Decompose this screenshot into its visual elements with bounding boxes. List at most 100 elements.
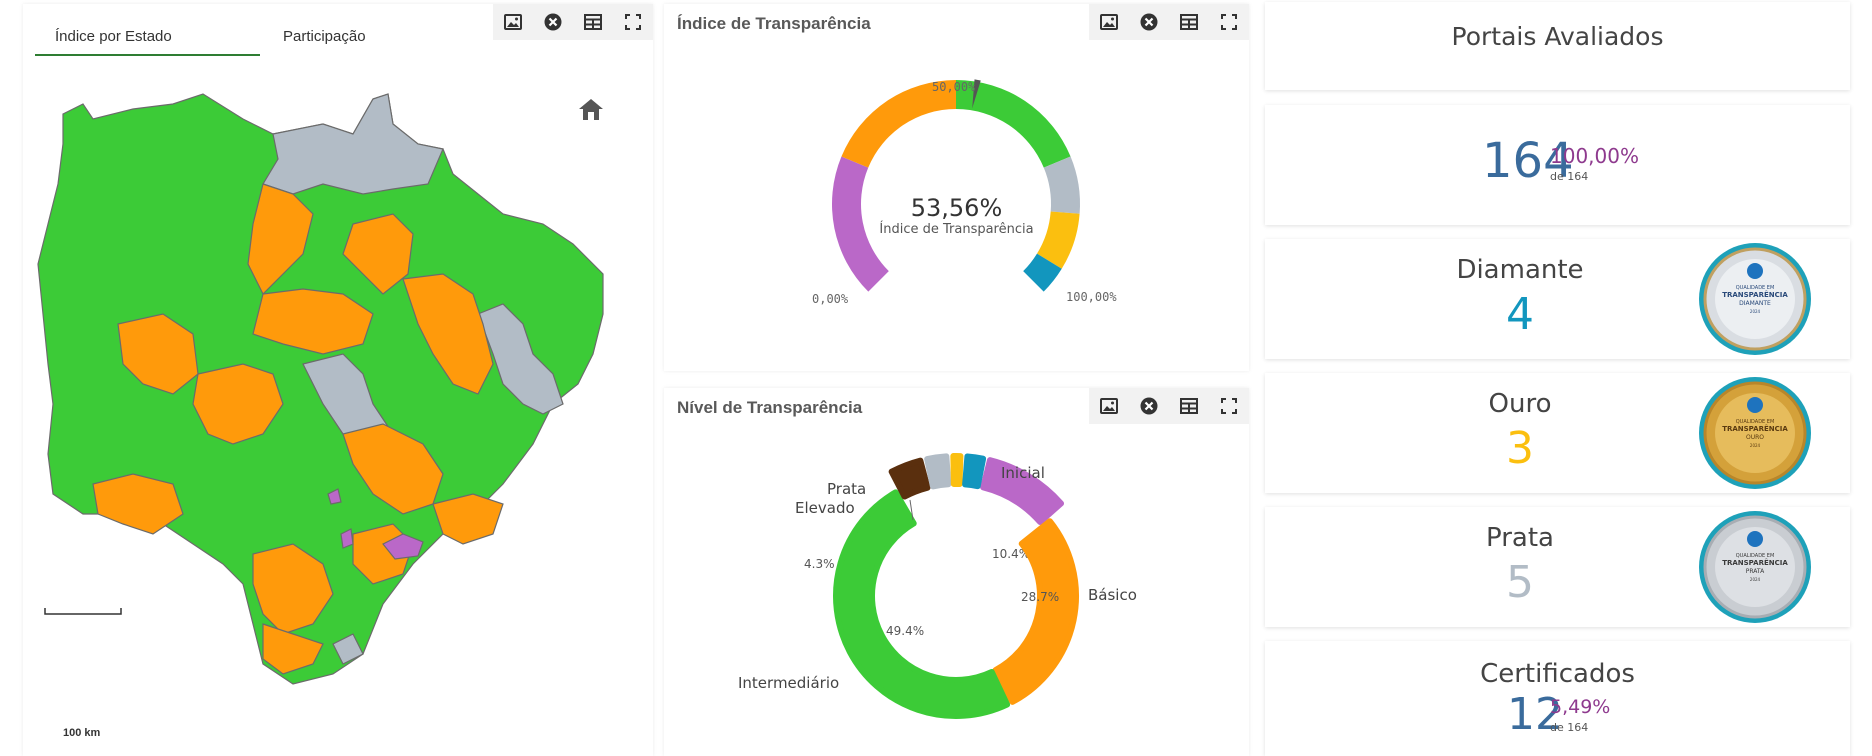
fullscreen-button[interactable] (1209, 388, 1249, 424)
gauge-band (841, 80, 956, 168)
donut-slice[interactable] (980, 457, 1065, 525)
svg-text:TRANSPARÊNCIA: TRANSPARÊNCIA (1722, 424, 1788, 433)
map-region (117, 313, 199, 395)
clear-selection-button[interactable] (533, 4, 573, 40)
kpi-certificados-percent: 5,49% (1550, 696, 1611, 718)
slice-value-label: 4.3% (804, 557, 835, 571)
donut-slice[interactable] (992, 518, 1079, 705)
kpi-prata-card[interactable]: Prata 5 QUALIDADE EM TRANSPARÊNCIA PRATA… (1265, 507, 1850, 627)
image-icon (1100, 14, 1118, 30)
data-table-button[interactable] (1169, 4, 1209, 40)
gauge-band (832, 156, 889, 292)
kpi-header: Portais Avaliados (1451, 22, 1664, 51)
table-icon (1180, 398, 1198, 414)
kpi-certificados-label: Certificados (1480, 659, 1635, 689)
kpi-certificados-value: 12 (1507, 689, 1563, 740)
fullscreen-button[interactable] (1209, 4, 1249, 40)
image-icon (1100, 398, 1118, 414)
map-region (92, 473, 184, 535)
donut-chart[interactable]: Inicial 10.4% Básico 28.7% Intermediário 49.4… (664, 388, 1249, 756)
svg-text:2024: 2024 (1750, 577, 1761, 582)
fullscreen-icon (1221, 14, 1237, 30)
kpi-diamante-label: Diamante (1456, 255, 1584, 285)
kpi-ouro-card[interactable]: Ouro 3 QUALIDADE EM TRANSPARÊNCIA OURO 2… (1265, 373, 1850, 493)
donut-slice[interactable] (924, 453, 952, 490)
kpi-header-card: Portais Avaliados (1265, 2, 1850, 90)
svg-text:DIAMANTE: DIAMANTE (1739, 300, 1771, 307)
slice-name-label: Básico (1088, 586, 1137, 604)
scale-bar (44, 608, 122, 615)
medal-ouro-icon: QUALIDADE EM TRANSPARÊNCIA OURO 2024 (1697, 375, 1813, 491)
map-region (252, 288, 374, 355)
clear-selection-button[interactable] (1129, 4, 1169, 40)
home-icon (579, 99, 603, 120)
map-region (477, 303, 564, 415)
close-circle-icon (1140, 397, 1158, 415)
snapshot-button[interactable] (493, 4, 533, 40)
svg-text:QUALIDADE EM: QUALIDADE EM (1736, 285, 1775, 291)
kpi-diamante-card[interactable]: Diamante 4 QUALIDADE EM TRANSPARÊNCIA DI… (1265, 239, 1850, 359)
donut-toolbar (1089, 388, 1249, 424)
table-icon (584, 14, 602, 30)
table-icon (1180, 14, 1198, 30)
gauge-panel: Índice de Transparência 53,56% Índice de… (664, 4, 1249, 371)
map-region (340, 528, 354, 549)
fullscreen-icon (1221, 398, 1237, 414)
data-table-button[interactable] (573, 4, 613, 40)
map-region (432, 493, 504, 545)
kpi-certificados-card[interactable]: Certificados 12 5,49% de 164 (1265, 641, 1850, 756)
slice-name-label: Inicial (1001, 464, 1045, 482)
gauge-label-min: 0,00% (812, 292, 849, 306)
svg-text:OURO: OURO (1746, 434, 1764, 441)
svg-text:TRANSPARÊNCIA: TRANSPARÊNCIA (1722, 290, 1788, 299)
donut-slice[interactable] (833, 489, 1011, 719)
medal-prata-icon: QUALIDADE EM TRANSPARÊNCIA PRATA 2024 (1697, 509, 1813, 625)
kpi-total-of: de 164 (1550, 170, 1589, 183)
donut-slice[interactable] (962, 453, 987, 490)
snapshot-button[interactable] (1089, 388, 1129, 424)
svg-text:PRATA: PRATA (1746, 568, 1765, 575)
map-region (247, 183, 314, 296)
snapshot-button[interactable] (1089, 4, 1129, 40)
home-button[interactable] (578, 97, 606, 125)
svg-text:QUALIDADE EM: QUALIDADE EM (1736, 553, 1775, 559)
map-region (382, 533, 424, 560)
slice-name-label: Intermediário (738, 674, 839, 692)
tab-participacao[interactable]: Participação (273, 18, 433, 56)
gauge-chart (832, 79, 1080, 292)
kpi-total-percent: 100,00% (1550, 144, 1639, 168)
fullscreen-button[interactable] (613, 4, 653, 40)
state-map[interactable] (23, 64, 653, 704)
gauge-label-mid: 50,00% (932, 80, 976, 94)
leader-line (909, 499, 914, 521)
donut-slice[interactable] (888, 457, 931, 500)
close-circle-icon (544, 13, 562, 31)
map-region (342, 213, 414, 295)
slice-value-label: 49.4% (886, 624, 924, 638)
slice-value-label: 10.4% (992, 547, 1030, 561)
gauge-band (956, 80, 1071, 168)
image-icon (504, 14, 522, 30)
donut-panel: Nível de Transparência Inicial 10.4% Básic… (664, 388, 1249, 756)
kpi-ouro-value: 3 (1506, 423, 1534, 474)
gauge-value: 53,56% (910, 194, 1003, 222)
kpi-total-value: 164 (1482, 133, 1574, 189)
fullscreen-icon (625, 14, 641, 30)
tab-label: Participação (283, 28, 366, 45)
gauge-band (1043, 156, 1080, 214)
map-region (327, 488, 342, 505)
data-table-button[interactable] (1169, 388, 1209, 424)
svg-text:TRANSPARÊNCIA: TRANSPARÊNCIA (1722, 558, 1788, 567)
donut-slice[interactable] (950, 453, 964, 488)
map-region (252, 543, 334, 635)
tab-indice-por-estado[interactable]: Índice por Estado (35, 18, 260, 56)
scale-label: 100 km (63, 727, 101, 739)
kpi-total-card[interactable]: 164 100,00% de 164 (1265, 105, 1850, 225)
medal-diamante-icon: QUALIDADE EM TRANSPARÊNCIA DIAMANTE 2024 (1697, 241, 1813, 357)
gauge-toolbar (1089, 4, 1249, 40)
svg-text:2024: 2024 (1750, 443, 1761, 448)
svg-text:QUALIDADE EM: QUALIDADE EM (1736, 419, 1775, 425)
clear-selection-button[interactable] (1129, 388, 1169, 424)
kpi-certificados-of: de 164 (1550, 721, 1589, 734)
map-toolbar (493, 4, 653, 40)
